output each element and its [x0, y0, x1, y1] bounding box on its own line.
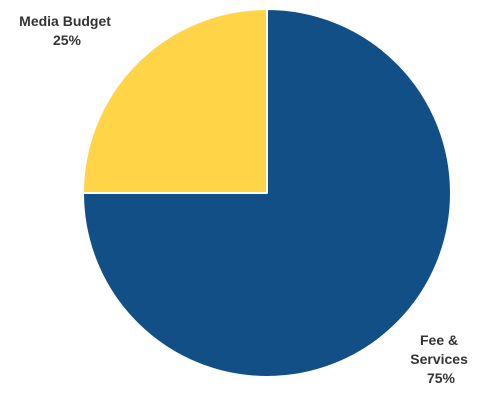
pie-slice-fee-services — [82, 8, 452, 378]
pie-slice-media-budget — [82, 8, 268, 194]
pie-slices — [82, 8, 452, 378]
slice-label-fee-services-line1: Fee & — [420, 332, 458, 348]
slice-percent-media-budget: 25% — [53, 32, 82, 48]
slice-label-media-budget: Media Budget 25% — [19, 13, 115, 48]
slice-label-fee-services: Fee & Services 75% — [410, 332, 472, 386]
slice-percent-fee-services: 75% — [427, 370, 456, 386]
slice-label-media-budget-name: Media Budget — [19, 13, 111, 29]
slice-label-fee-services-line2: Services — [410, 351, 468, 367]
